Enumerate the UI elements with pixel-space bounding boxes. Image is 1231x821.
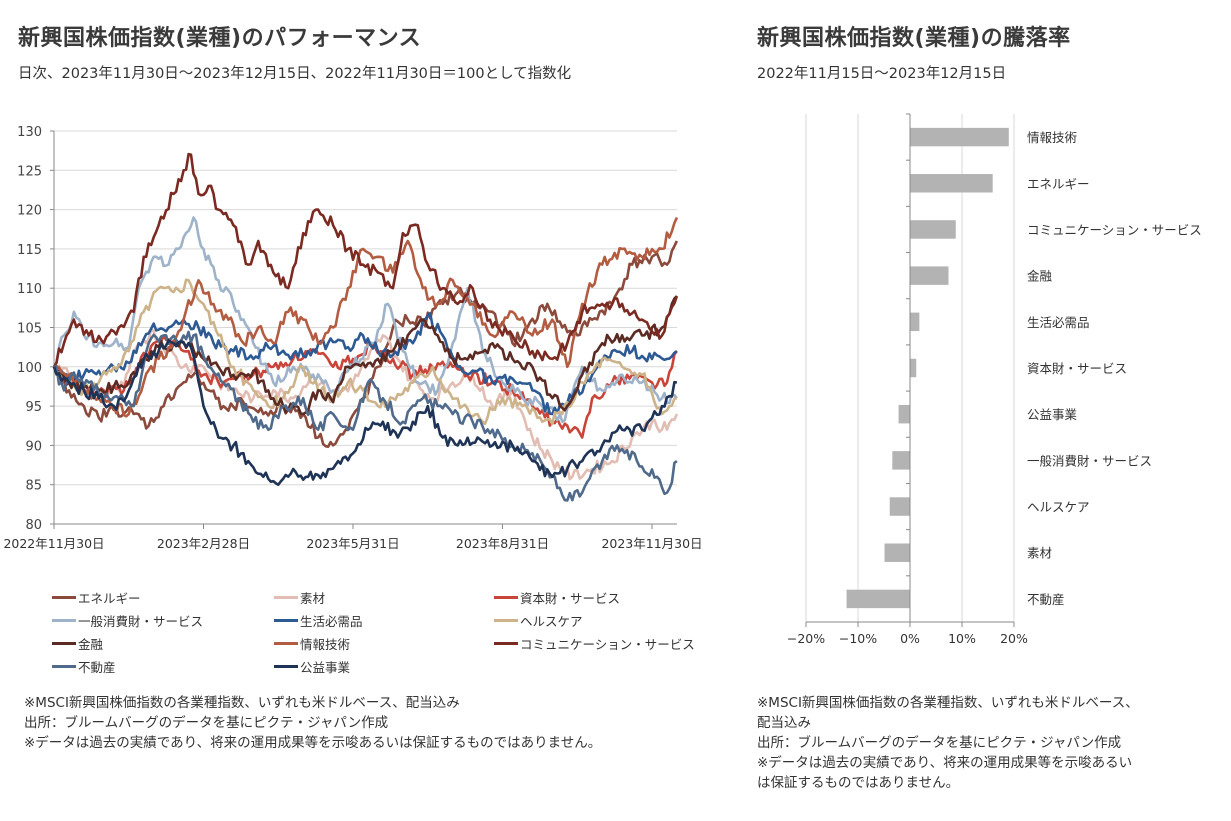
x-tick-label: −20%: [787, 631, 825, 646]
y-tick-label: 110: [17, 282, 42, 297]
category-label: 情報技術: [1027, 130, 1077, 145]
bar: [910, 312, 920, 332]
left-footnotes: ※MSCI新興国株価指数の各業種指数、いずれも米ドルベース、配当込み 出所：ブル…: [24, 693, 744, 753]
legend-swatch: [494, 642, 518, 645]
y-tick-label: 95: [25, 400, 42, 415]
legend-item: 一般消費財・サービス: [52, 611, 203, 630]
bar: [892, 451, 910, 470]
category-label: 金融: [1027, 269, 1053, 284]
y-tick-label: 130: [17, 125, 42, 140]
legend-item: 情報技術: [274, 634, 350, 653]
bar: [910, 127, 1009, 147]
category-label: エネルギー: [1027, 176, 1090, 191]
category-label: ヘルスケア: [1027, 500, 1090, 515]
legend-item: 不動産: [52, 657, 116, 676]
right-chart-title: 新興国株価指数(業種)の騰落率: [757, 26, 1071, 51]
footnote-line: 出所：ブルームバーグのデータを基にピクテ・ジャパン作成: [24, 715, 389, 731]
x-tick-label: 2022年11月30日: [3, 536, 104, 551]
left-chart-title: 新興国株価指数(業種)のパフォーマンス: [18, 26, 422, 51]
legend-item: 生活必需品: [274, 611, 363, 630]
legend-swatch: [52, 642, 76, 645]
footnote-line: 出所：ブルームバーグのデータを基にピクテ・ジャパン作成: [757, 735, 1122, 751]
y-tick-label: 125: [17, 164, 42, 179]
y-tick-label: 85: [25, 479, 42, 494]
legend-swatch: [274, 665, 298, 668]
x-tick-label: 20%: [1000, 631, 1028, 646]
legend-swatch: [52, 665, 76, 668]
legend-swatch: [494, 619, 518, 622]
footnote-line: ※MSCI新興国株価指数の各業種指数、いずれも米ドルベース、: [757, 695, 1139, 711]
x-tick-label: 2023年2月28日: [157, 536, 250, 551]
footnote-line: ※データは過去の実績であり、将来の運用成果等を示唆あるいは保証するものではありま…: [24, 735, 602, 751]
series-line: [53, 330, 678, 502]
x-tick-label: 0%: [900, 631, 920, 646]
left-chart-subtitle: 日次、2023年11月30日～2023年12月15日、2022年11月30日＝1…: [18, 66, 572, 82]
category-label: 不動産: [1027, 592, 1065, 607]
legend-label: エネルギー: [78, 591, 141, 606]
footnote-line: は保証するものではありません。: [757, 775, 960, 791]
legend-label: 情報技術: [300, 637, 351, 652]
bar: [898, 404, 910, 424]
legend-swatch: [274, 596, 298, 599]
legend-swatch: [494, 596, 518, 599]
legend-label: 資本財・サービス: [520, 591, 621, 606]
legend-item: コミュニケーション・サービス: [494, 634, 695, 653]
series-line: [52, 152, 679, 368]
legend-item: 公益事業: [274, 657, 350, 676]
category-label: 生活必需品: [1027, 315, 1090, 330]
legend-swatch: [52, 596, 76, 599]
legend-label: 一般消費財・サービス: [78, 614, 204, 629]
y-tick-label: 115: [17, 243, 42, 258]
legend-label: 不動産: [78, 660, 116, 675]
footnote-line: 配当込み: [757, 715, 811, 731]
series-line: [52, 216, 678, 424]
legend-item: 資本財・サービス: [494, 588, 620, 607]
series-line: [53, 240, 679, 449]
bar: [910, 358, 917, 378]
legend-swatch: [52, 619, 76, 622]
bar: [910, 220, 956, 239]
legend-label: 公益事業: [300, 660, 351, 675]
legend-item: エネルギー: [52, 588, 141, 607]
x-tick-label: −10%: [839, 631, 877, 646]
series-line: [53, 311, 678, 416]
y-tick-label: 90: [25, 439, 42, 454]
legend-label: 金融: [78, 637, 104, 652]
legend-item: ヘルスケア: [494, 611, 583, 630]
bar: [884, 543, 910, 562]
x-tick-label: 2023年8月31日: [456, 536, 549, 551]
footnote-line: ※MSCI新興国株価指数の各業種指数、いずれも米ドルベース、配当込み: [24, 695, 460, 711]
legend-label: ヘルスケア: [520, 614, 583, 629]
series-line: [52, 216, 679, 418]
series-line: [52, 295, 678, 416]
legend-label: コミュニケーション・サービス: [520, 637, 695, 652]
right-footnotes: ※MSCI新興国株価指数の各業種指数、いずれも米ドルベース、 配当込み 出所：ブ…: [757, 693, 1227, 793]
x-tick-label: 2023年5月31日: [306, 536, 399, 551]
legend-item: 金融: [52, 634, 103, 653]
category-label: 一般消費財・サービス: [1027, 453, 1152, 468]
right-chart-subtitle: 2022年11月15日～2023年12月15日: [757, 66, 1007, 82]
legend-swatch: [274, 619, 298, 622]
legend-label: 素材: [300, 591, 326, 606]
legend-label: 生活必需品: [300, 614, 363, 629]
y-tick-label: 80: [25, 518, 42, 533]
x-tick-label: 10%: [948, 631, 976, 646]
category-label: 公益事業: [1027, 407, 1078, 422]
line-chart: 80 85 90 95 100 105 110 115 120 125 130 2022年11月30日…: [3, 125, 702, 551]
bar: [910, 266, 949, 285]
category-label: 素材: [1027, 546, 1052, 561]
y-tick-label: 100: [17, 361, 42, 376]
bar: [910, 174, 993, 193]
bar: [846, 589, 910, 609]
footnote-line: ※データは過去の実績であり、将来の運用成果等を示唆あるい: [757, 755, 1133, 771]
category-label: 資本財・サービス: [1027, 361, 1127, 376]
series-line: [52, 338, 678, 487]
category-label: コミュニケーション・サービス: [1027, 222, 1202, 237]
y-tick-label: 105: [17, 322, 42, 337]
legend-swatch: [274, 642, 298, 645]
y-tick-label: 120: [17, 204, 42, 219]
bar: [889, 497, 910, 516]
legend-item: 素材: [274, 588, 325, 607]
x-tick-label: 2023年11月30日: [601, 536, 702, 551]
